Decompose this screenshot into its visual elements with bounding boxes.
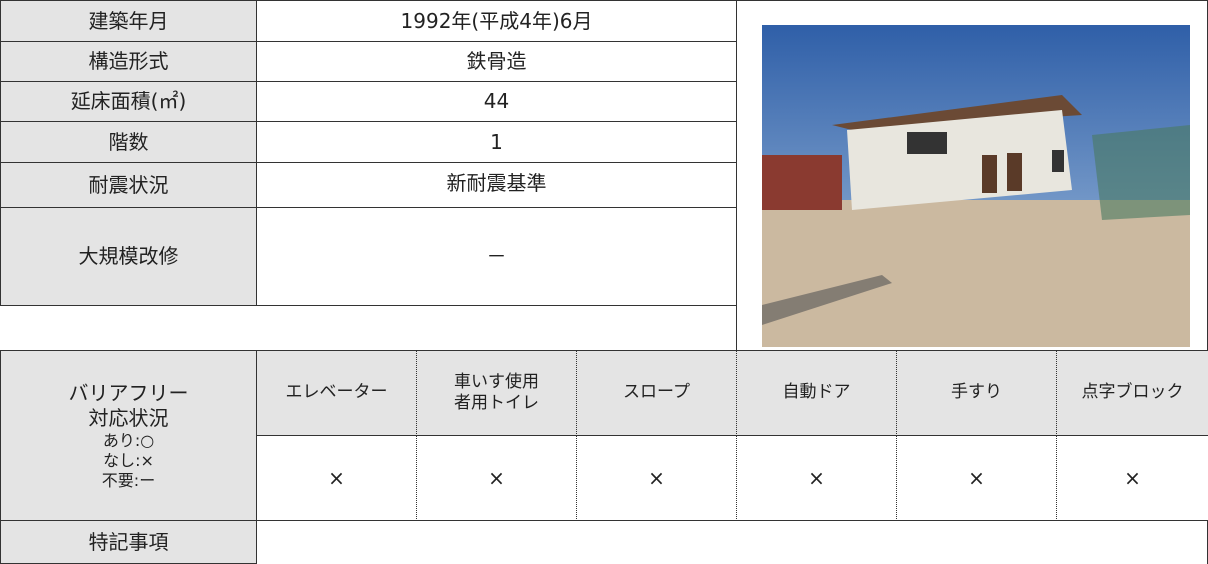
row-value: 新耐震基準: [256, 162, 737, 208]
row-value-text: 44: [483, 89, 510, 113]
facility-status: ×: [416, 435, 577, 521]
barrier-label-text: あり:○: [102, 430, 155, 450]
row-value: 44: [256, 81, 737, 122]
facility-status: ×: [736, 435, 897, 521]
barrier-label-text: バリアフリー: [68, 380, 189, 405]
facility-name: 自動ドア: [736, 350, 897, 436]
facility-name-text: 点字ブロック: [1081, 382, 1184, 403]
row-value: 1992年(平成4年)6月: [256, 0, 737, 42]
barrier-label: バリアフリー 対応状況 あり:○ なし:× 不要:ー: [0, 350, 257, 521]
facility-name-text: 手すり: [951, 382, 1002, 403]
facility-status: ×: [256, 435, 417, 521]
facility-name: エレベーター: [256, 350, 417, 436]
facility-name-text: エレベーター: [285, 382, 388, 403]
facility-status-text: ×: [648, 465, 665, 490]
notes-label-text: 特記事項: [88, 529, 169, 554]
row-label: 大規模改修: [0, 207, 257, 306]
row-label: 階数: [0, 121, 257, 163]
row-label: 延床面積(㎡): [0, 81, 257, 122]
barrier-label-text: 対応状況: [88, 405, 169, 430]
barrier-label-text: なし:×: [103, 450, 154, 470]
row-label-text: 建築年月: [88, 8, 169, 33]
facility-name-text: 自動ドア: [782, 382, 851, 403]
row-value-text: 新耐震基準: [446, 171, 547, 195]
row-value-text: 1992年(平成4年)6月: [400, 8, 593, 33]
row-label-text: 構造形式: [88, 49, 169, 73]
row-value-text: 1: [490, 129, 503, 154]
facility-name: 点字ブロック: [1056, 350, 1208, 436]
row-value: －: [256, 207, 737, 306]
barrier-label-text: 不要:ー: [101, 470, 156, 490]
facility-status-text: ×: [968, 465, 985, 490]
row-value-text: －: [486, 244, 507, 268]
facility-status-text: ×: [328, 465, 345, 490]
row-value-text: 鉄骨造: [466, 49, 527, 73]
facility-name-text: 者用トイレ: [454, 393, 539, 413]
row-value: 鉄骨造: [256, 41, 737, 82]
facility-status: ×: [576, 435, 737, 521]
facility-name-text: 車いす使用: [454, 371, 539, 392]
facility-status-text: ×: [1124, 465, 1141, 490]
photo: [762, 25, 1190, 347]
facility-status-text: ×: [808, 465, 825, 490]
notes-label: 特記事項: [0, 520, 257, 564]
notes-value: [256, 520, 1208, 564]
row-label: 耐震状況: [0, 162, 257, 208]
facility-name: スロープ: [576, 350, 737, 436]
facility-name: 手すり: [896, 350, 1057, 436]
row-label: 構造形式: [0, 41, 257, 82]
facility-status: ×: [1056, 435, 1208, 521]
facility-name: 車いす使用 者用トイレ: [416, 350, 577, 436]
row-label-text: 大規模改修: [78, 244, 179, 268]
row-label-text: 耐震状況: [88, 172, 169, 197]
row-label: 建築年月: [0, 0, 257, 42]
row-label-text: 階数: [108, 129, 149, 154]
row-label-text: 延床面積(㎡): [70, 89, 187, 113]
facility-name-text: スロープ: [623, 382, 690, 403]
facility-status-text: ×: [488, 465, 505, 490]
facility-status: ×: [896, 435, 1057, 521]
row-value: 1: [256, 121, 737, 163]
